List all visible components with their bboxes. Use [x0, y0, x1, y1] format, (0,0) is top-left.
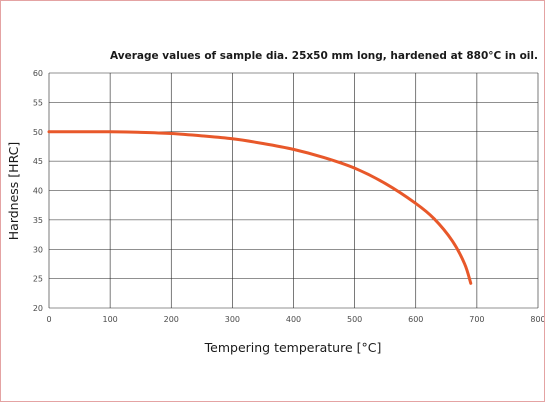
- x-tick-label: 800: [530, 315, 544, 324]
- y-tick-label: 55: [33, 98, 43, 107]
- y-tick-label: 20: [33, 304, 43, 313]
- y-tick-label: 50: [33, 128, 43, 137]
- y-tick-label: 25: [33, 275, 43, 284]
- x-tick-label: 300: [225, 315, 240, 324]
- series-layer: [47, 130, 473, 285]
- chart-subtitle: Average values of sample dia. 25x50 mm l…: [110, 50, 538, 62]
- hardness-series-line: [47, 130, 473, 285]
- x-axis-label: Tempering temperature [°C]: [204, 340, 382, 355]
- x-tick-label: 700: [469, 315, 484, 324]
- y-tick-labels: 20 25 30 35 40 45 50 55 60: [33, 69, 43, 313]
- y-tick-label: 30: [33, 245, 43, 254]
- x-tick-label: 200: [164, 315, 179, 324]
- y-tick-label: 45: [33, 157, 43, 166]
- y-tick-label: 35: [33, 216, 43, 225]
- x-tick-labels: 0 100 200 300 400 500 600 700 800: [46, 315, 544, 324]
- y-tick-label: 60: [33, 69, 43, 78]
- x-tick-label: 0: [46, 315, 51, 324]
- x-tick-label: 600: [408, 315, 423, 324]
- y-axis-label: Hardness [HRC]: [6, 142, 21, 240]
- grid: [48, 72, 539, 309]
- y-tick-label: 40: [33, 187, 43, 196]
- x-tick-label: 400: [286, 315, 301, 324]
- x-tick-label: 100: [102, 315, 117, 324]
- x-tick-label: 500: [347, 315, 362, 324]
